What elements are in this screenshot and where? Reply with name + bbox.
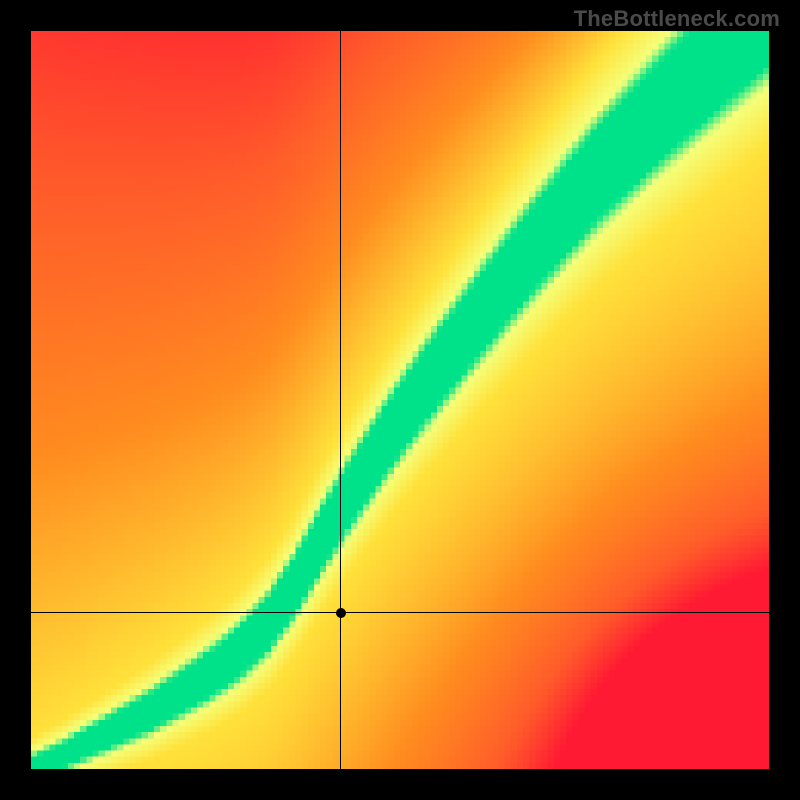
- crosshair-vertical: [340, 31, 341, 769]
- watermark-text: TheBottleneck.com: [574, 6, 780, 32]
- heatmap-plot: [31, 31, 769, 769]
- crosshair-horizontal: [31, 612, 769, 613]
- crosshair-dot: [336, 608, 346, 618]
- heatmap-canvas: [31, 31, 769, 769]
- chart-container: TheBottleneck.com: [0, 0, 800, 800]
